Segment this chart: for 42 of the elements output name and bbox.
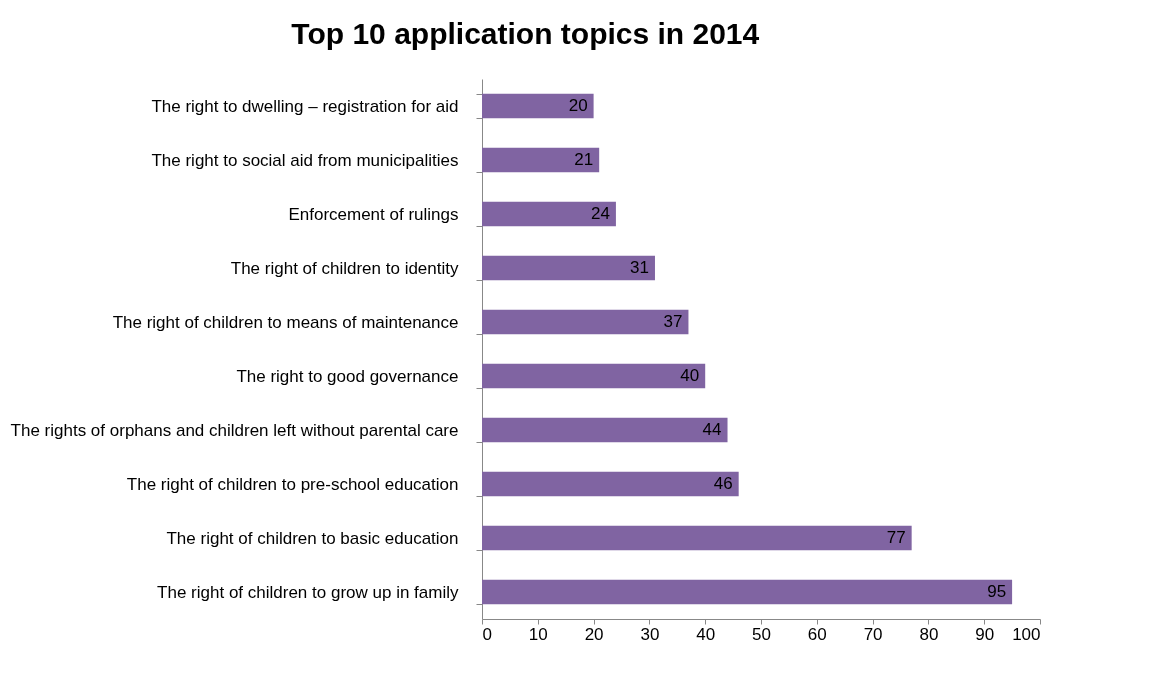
- bar: [482, 363, 706, 389]
- y-tick-label: Enforcement of rulings: [288, 204, 459, 224]
- data-label: 21: [574, 150, 594, 169]
- bar: [482, 471, 739, 497]
- y-tick-label: The right of children to basic education: [166, 528, 459, 548]
- x-tick-label: 10: [528, 624, 548, 644]
- x-tick-label: 50: [752, 624, 771, 644]
- y-tick-label: The right of children to grow up in family: [157, 582, 459, 602]
- bar: [482, 255, 655, 281]
- data-label: 44: [702, 420, 722, 439]
- x-tick-label: 0: [482, 624, 492, 644]
- y-tick-label: The right of children to identity: [230, 258, 459, 278]
- y-tick-label: The right to dwelling – registration for aid: [151, 96, 459, 116]
- y-tick-label: The right of children to means of maintenance: [112, 312, 459, 332]
- data-label: 24: [591, 204, 610, 223]
- chart-title: Top 10 application topics in 2014: [291, 17, 760, 50]
- x-tick-label: 70: [863, 624, 883, 644]
- x-tick-label: 30: [640, 624, 660, 644]
- data-label: 40: [680, 366, 700, 385]
- data-label: 37: [663, 312, 683, 331]
- y-tick-label: The right to good governance: [236, 366, 459, 386]
- bar: [482, 417, 728, 443]
- x-tick-label: 80: [919, 624, 939, 644]
- data-label: 95: [987, 582, 1007, 601]
- y-tick-label: The rights of orphans and children left without parental care: [10, 420, 459, 440]
- data-label: 77: [886, 528, 906, 547]
- y-tick-label: The right to social aid from municipalities: [151, 150, 459, 170]
- x-tick-label: 100: [1012, 624, 1041, 644]
- bar: [482, 147, 600, 173]
- x-tick-label: 40: [696, 624, 716, 644]
- bar: [482, 309, 689, 335]
- x-tick-label: 90: [975, 624, 995, 644]
- x-tick-label: 60: [807, 624, 827, 644]
- bar: [482, 579, 1013, 605]
- data-label: 46: [713, 474, 733, 493]
- x-tick-label: 20: [584, 624, 604, 644]
- bar: [482, 93, 594, 119]
- data-label: 20: [568, 96, 588, 115]
- y-tick-label: The right of children to pre-school education: [126, 474, 459, 494]
- data-label: 31: [630, 258, 649, 277]
- bar: [482, 525, 912, 551]
- bar: [482, 201, 616, 227]
